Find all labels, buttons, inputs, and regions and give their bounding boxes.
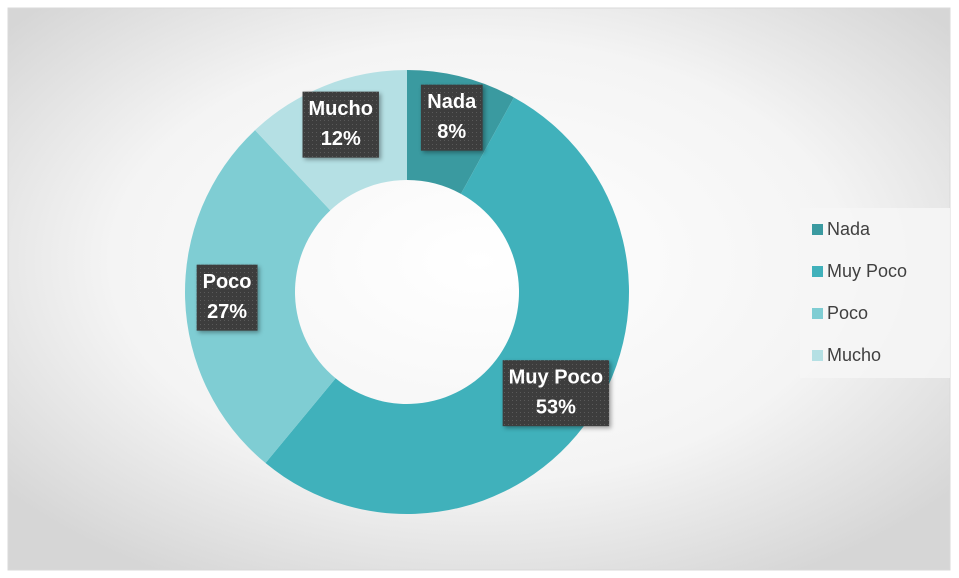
- data-label: Nada 8%: [420, 84, 483, 151]
- legend-swatch: [812, 308, 823, 319]
- legend-label: Mucho: [827, 345, 881, 365]
- data-label-value: 8%: [437, 121, 466, 143]
- legend-swatch: [812, 266, 823, 277]
- data-label-box: [420, 84, 483, 151]
- legend-label: Muy Poco: [827, 261, 907, 281]
- data-label: Mucho 12%: [302, 91, 379, 158]
- data-label: Muy Poco 53%: [502, 360, 610, 427]
- legend-box: [800, 208, 950, 378]
- legend-label: Poco: [827, 303, 868, 323]
- data-label-box: [302, 91, 379, 158]
- data-label-category: Nada: [427, 91, 477, 113]
- data-label-category: Muy Poco: [509, 366, 603, 388]
- legend-label: Nada: [827, 219, 871, 239]
- data-label-value: 53%: [536, 396, 576, 418]
- data-label-box: [502, 360, 610, 427]
- data-label-value: 27%: [207, 301, 247, 323]
- data-label-category: Poco: [203, 271, 252, 293]
- data-label-box: [196, 264, 258, 331]
- data-label: Poco 27%: [196, 264, 258, 331]
- data-label-category: Mucho: [309, 98, 373, 120]
- doughnut-slice: [184, 130, 336, 464]
- legend-swatch: [812, 224, 823, 235]
- data-label-value: 12%: [321, 128, 361, 150]
- legend-swatch: [812, 350, 823, 361]
